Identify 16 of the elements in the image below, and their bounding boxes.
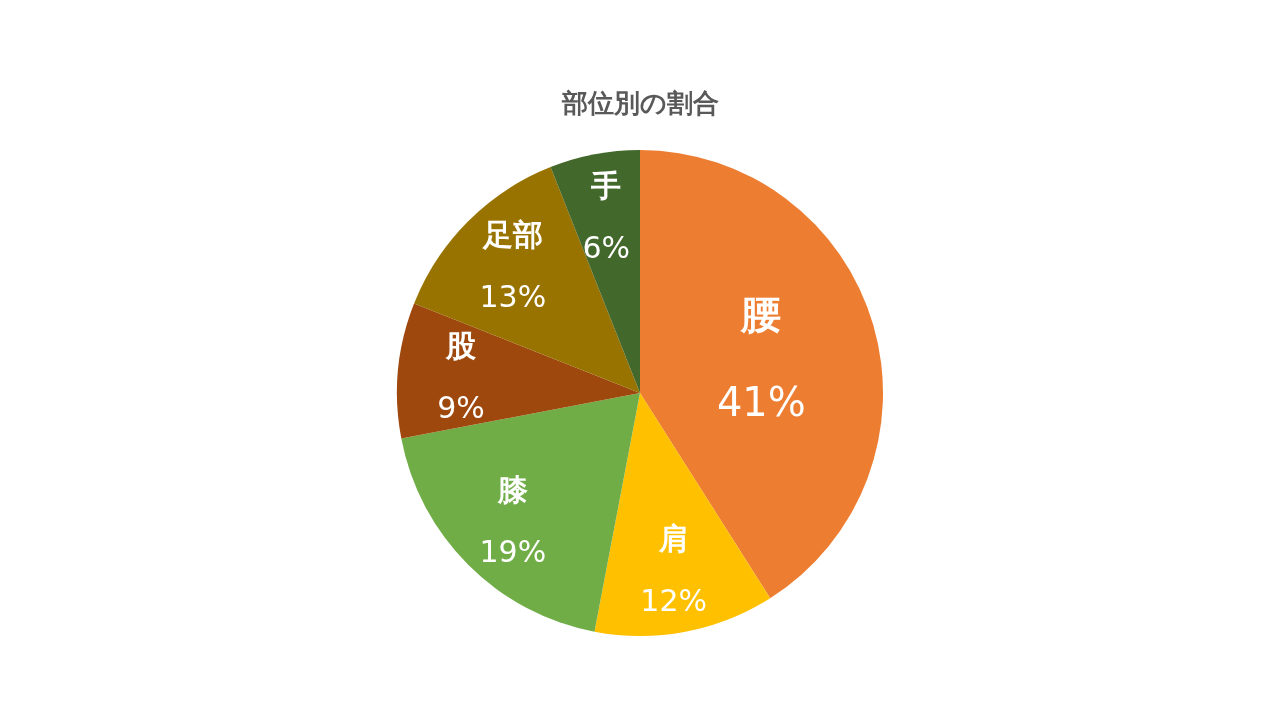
chart-title: 部位別の割合 [560,88,719,118]
slice-label: 膝 [496,471,528,507]
data-label: 12% [640,583,708,619]
pie-slice [550,150,640,393]
data-label: 9% [437,389,485,425]
slice-label: 肩 [657,521,689,557]
data-label: 6% [582,229,631,265]
slice-label: 股 [444,327,477,363]
pie-slice [414,167,640,393]
data-label: 19% [479,533,547,569]
pie-slice [401,393,640,632]
slice-label: 腰 [740,290,782,337]
slice-label: 足部 [481,217,543,253]
slice-label: 手 [590,167,622,203]
data-label: 13% [479,279,547,315]
data-label: 41% [716,378,806,425]
